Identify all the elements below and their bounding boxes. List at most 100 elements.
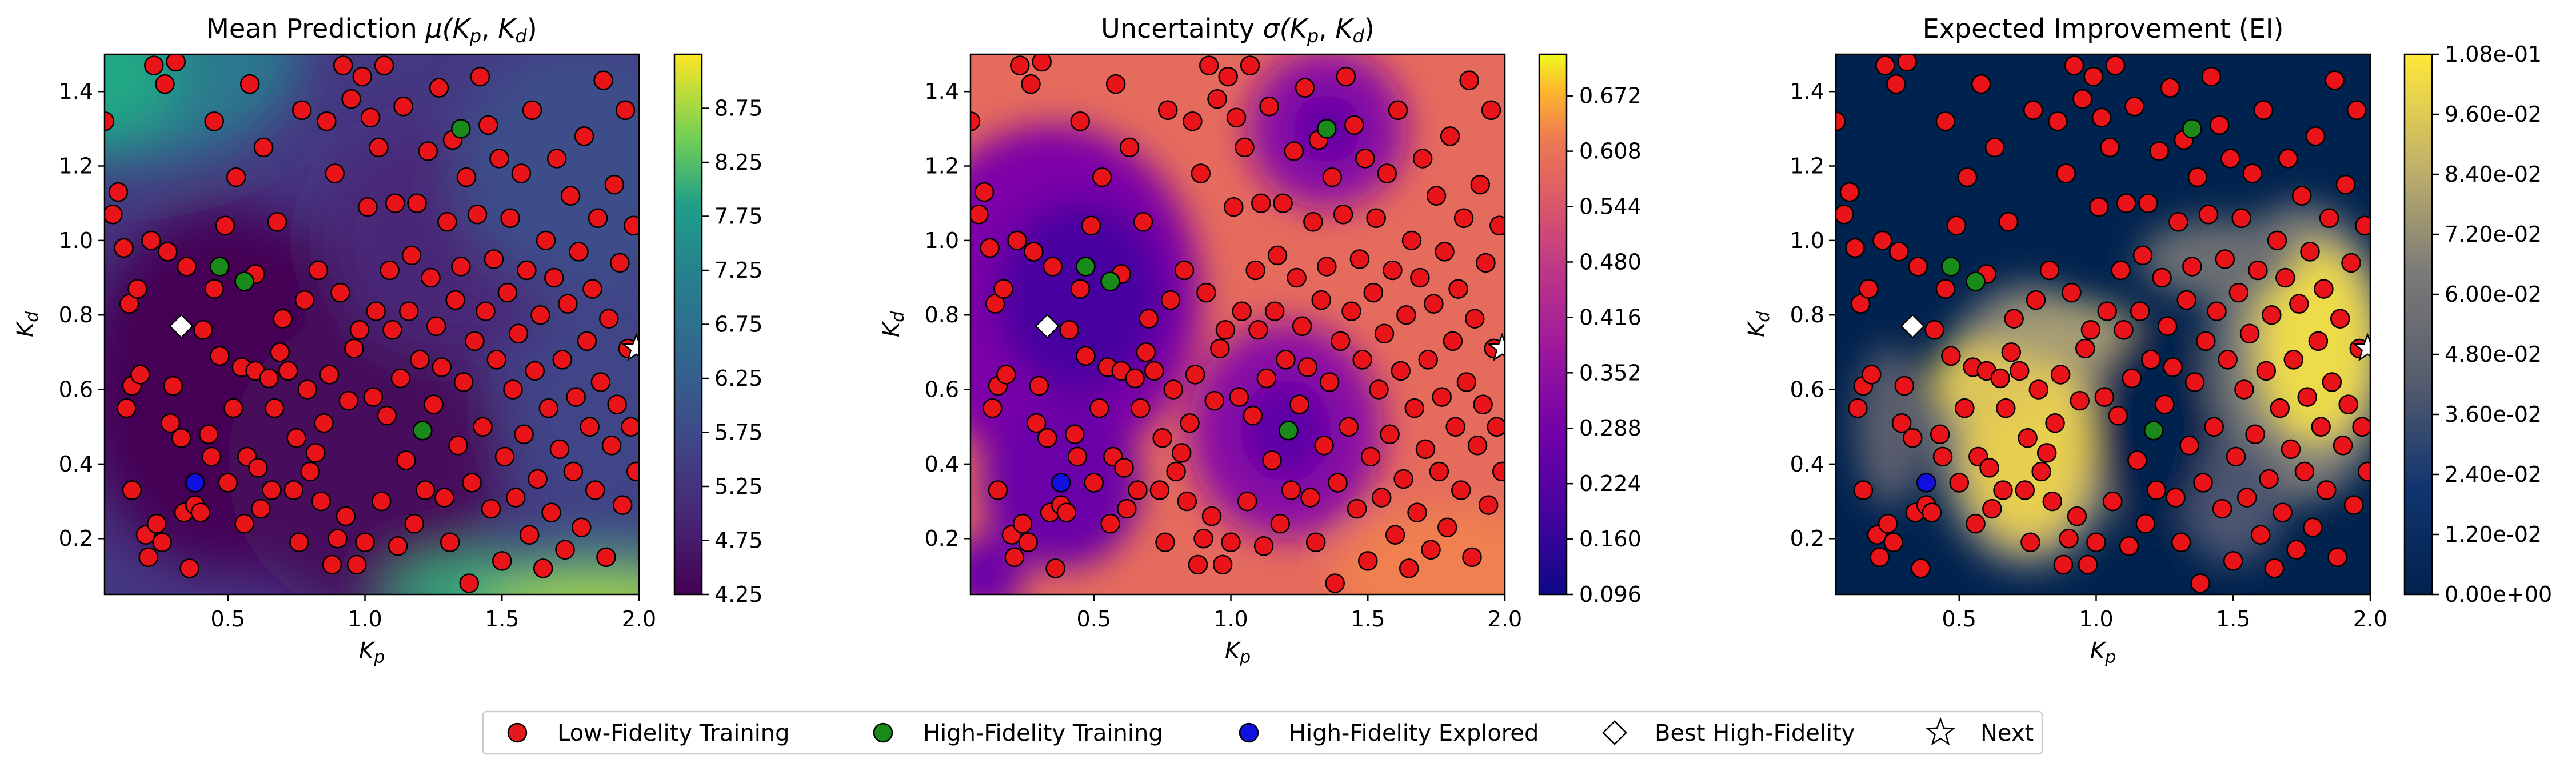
low-fidelity-training-point (1163, 379, 1184, 400)
low-fidelity-training-point (1125, 368, 1145, 389)
x-tick-label: 2.0 (1488, 606, 1522, 632)
low-fidelity-training-point (410, 350, 430, 370)
low-fidelity-training-point (2196, 331, 2216, 351)
low-fidelity-training-point (1311, 290, 1331, 310)
y-tick-label: 0.4 (1790, 452, 1824, 477)
low-fidelity-training-point (2262, 305, 2282, 325)
low-fidelity-training-point (265, 398, 285, 418)
low-fidelity-training-point (1281, 480, 1301, 500)
low-fidelity-training-point (1144, 361, 1164, 381)
low-fidelity-training-point (489, 149, 509, 169)
low-fidelity-training-point (1476, 253, 1496, 273)
low-fidelity-training-point (2100, 137, 2120, 158)
low-fidelity-training-point (538, 398, 559, 418)
low-fidelity-training-point (1401, 230, 1422, 251)
low-fidelity-training-point (1922, 502, 1942, 522)
low-fidelity-training-point (1229, 387, 1249, 407)
low-fidelity-training-point (1443, 331, 1463, 351)
low-fidelity-training-point (336, 506, 356, 526)
low-fidelity-training-point (380, 260, 400, 281)
low-fidelity-training-point (1018, 532, 1038, 553)
low-fidelity-training-point (2083, 66, 2103, 87)
low-fidelity-training-point (552, 350, 572, 370)
low-fidelity-training-point (1237, 491, 1257, 512)
low-fidelity-training-point (1891, 413, 1912, 433)
low-fidelity-training-point (1355, 149, 1375, 169)
low-fidelity-training-point (988, 480, 1008, 500)
colorbar-tick-label: 5.75 (714, 420, 763, 445)
low-fidelity-training-point (163, 375, 183, 396)
high-fidelity-training-point (1076, 257, 1096, 277)
low-fidelity-training-point (330, 282, 350, 303)
y-axis-label: Kd (1744, 311, 1774, 337)
low-fidelity-training-point (1029, 375, 1049, 396)
low-fidelity-training-point (179, 558, 199, 578)
low-fidelity-training-point (1453, 208, 1474, 229)
mean-prediction-panel: Mean Prediction μ(Kp, Kd) 0.5 1.0 1.5 2.00.… (13, 13, 763, 668)
low-fidelity-training-point (270, 342, 290, 362)
low-fidelity-training-point (1872, 230, 1892, 251)
low-fidelity-training-point (588, 208, 608, 229)
low-fidelity-training-point (494, 446, 515, 467)
low-fidelity-training-point (1004, 547, 1024, 568)
plot-frame (103, 53, 640, 596)
low-fidelity-training-point (1949, 473, 1970, 493)
low-fidelity-training-point (1955, 398, 1975, 418)
low-fidelity-training-point (451, 257, 471, 277)
low-fidelity-training-point (590, 372, 611, 392)
low-fidelity-training-point (580, 417, 600, 437)
low-fidelity-training-point (2031, 461, 2051, 482)
low-fidelity-training-point (558, 294, 578, 314)
low-fidelity-training-point (530, 305, 550, 325)
low-fidelity-training-point (1248, 320, 1268, 340)
low-fidelity-training-point (1836, 111, 1846, 131)
low-fidelity-training-point (1862, 365, 1882, 385)
next-star-marker (1487, 333, 1505, 362)
high-fidelity-training-point (1317, 119, 1337, 139)
low-fidelity-training-point (248, 458, 268, 478)
low-fidelity-training-point (497, 282, 518, 303)
legend-label: Low-Fidelity Training (557, 720, 790, 746)
y-tick-label: 1.4 (1790, 79, 1824, 104)
low-fidelity-training-point (2166, 488, 2186, 508)
y-tick-label: 1.2 (59, 154, 93, 179)
low-fidelity-training-point (352, 66, 372, 87)
low-fidelity-training-point (1174, 260, 1195, 281)
low-fidelity-training-point (2119, 536, 2139, 556)
colorbar-tick-label: 4.75 (714, 528, 763, 553)
low-fidelity-training-point (1305, 532, 1326, 553)
low-fidelity-training-point (166, 54, 186, 72)
low-fidelity-training-point (322, 554, 342, 575)
low-fidelity-training-point (1492, 461, 1505, 482)
low-fidelity-training-point (1435, 242, 1455, 262)
low-fidelity-training-point (2286, 540, 2306, 560)
y-tick-label: 1.2 (925, 154, 959, 179)
low-fidelity-training-point (465, 331, 485, 351)
low-fidelity-training-point (1300, 488, 1320, 508)
low-fidelity-training-point (1043, 257, 1063, 277)
low-fidelity-training-point (2289, 294, 2309, 314)
low-fidelity-training-point (1836, 204, 1854, 225)
low-fidelity-training-point (267, 212, 287, 232)
low-fidelity-training-point (2319, 208, 2339, 229)
low-fidelity-training-point (971, 111, 981, 131)
low-fidelity-training-point (117, 398, 137, 418)
low-fidelity-training-point (160, 413, 181, 433)
low-fidelity-training-point (1377, 163, 1397, 183)
low-fidelity-training-point (1930, 424, 1950, 445)
low-fidelity-training-point (607, 394, 627, 414)
low-fidelity-training-point (508, 323, 529, 344)
y-tick-label: 0.8 (59, 302, 93, 327)
low-fidelity-training-point (366, 301, 386, 321)
low-fidelity-training-point (1171, 443, 1192, 463)
colorbar-tick-label: 0.416 (1579, 305, 1642, 330)
low-fidelity-training-point (215, 215, 235, 236)
low-fidelity-training-point (2253, 100, 2274, 121)
legend-label: High-Fidelity Explored (1289, 720, 1539, 746)
low-fidelity-training-point (325, 163, 345, 183)
low-fidelity-training-point (1341, 301, 1361, 321)
low-fidelity-training-point (1149, 480, 1170, 500)
low-fidelity-training-point (1191, 163, 1211, 183)
low-fidelity-training-point (223, 398, 243, 418)
low-fidelity-training-point (478, 115, 498, 135)
